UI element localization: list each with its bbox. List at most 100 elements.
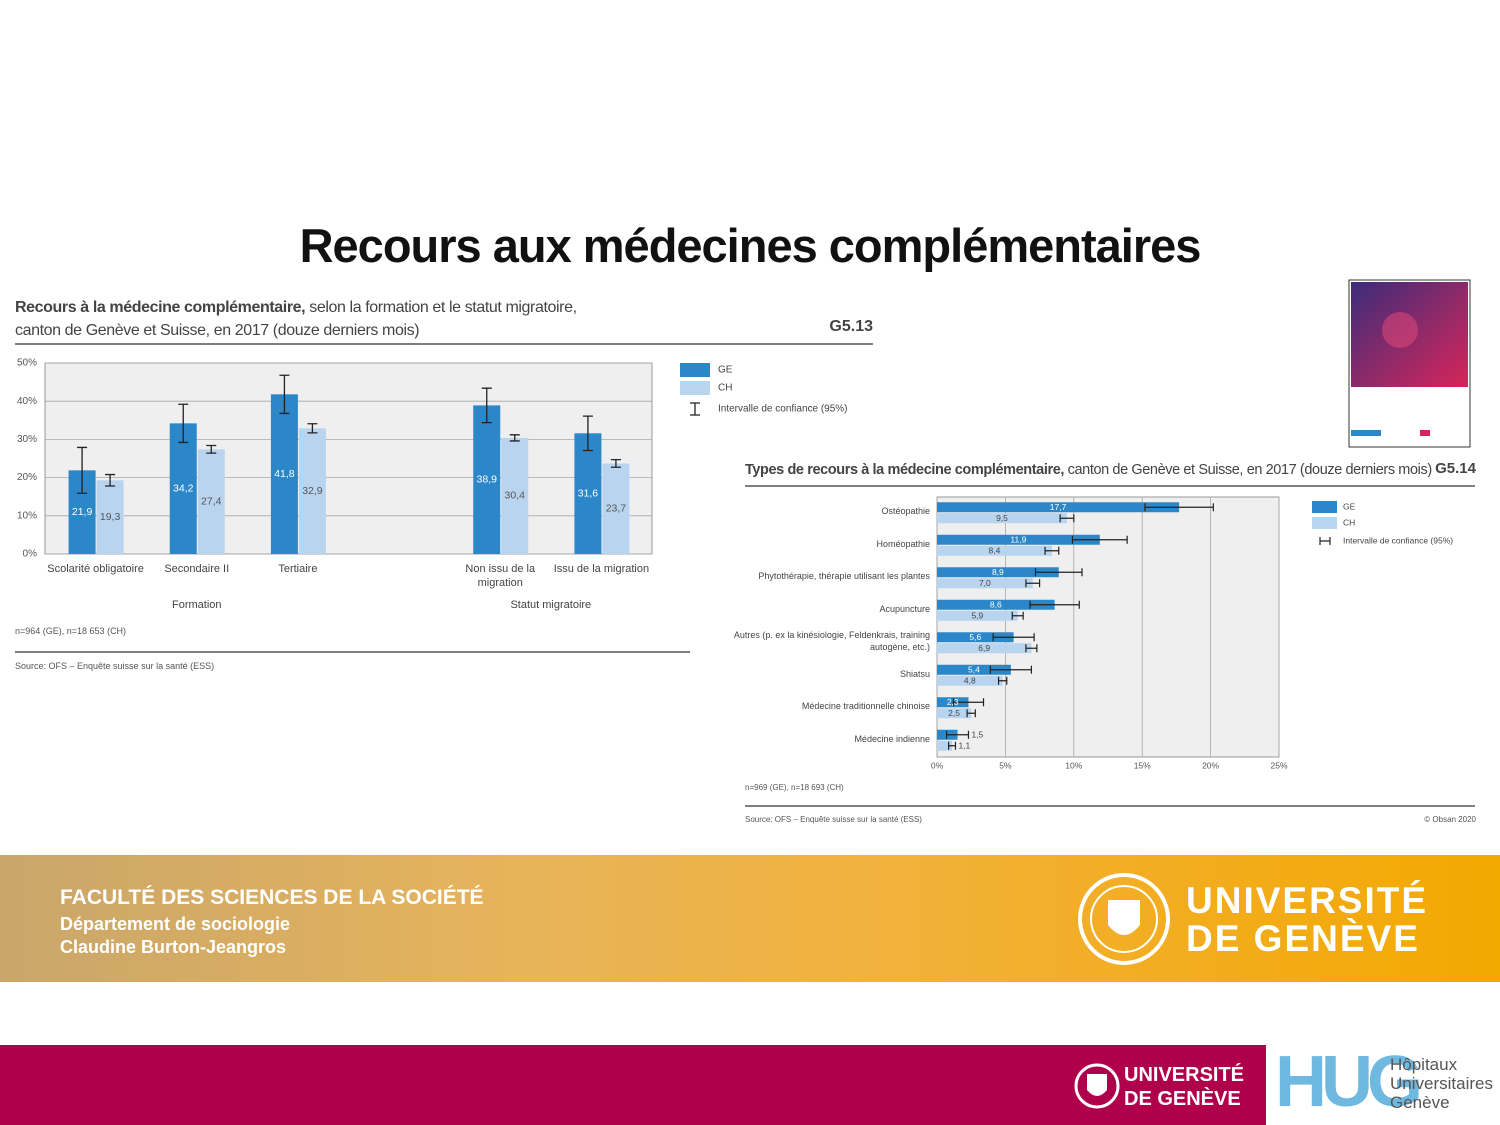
- value-label: 30,4: [505, 490, 526, 502]
- error-bar: [1025, 644, 1038, 653]
- value-label: 5,6: [969, 632, 981, 642]
- error-bar: [1144, 503, 1214, 512]
- x-tick-label: 15%: [1134, 760, 1151, 770]
- unige-emblem: [1108, 900, 1140, 935]
- legend-swatch: [680, 363, 710, 377]
- value-label: 6,9: [978, 643, 990, 653]
- error-bar: [992, 633, 1035, 642]
- cover-logo: [1420, 430, 1430, 436]
- x-tick-label: Tertiaire: [278, 563, 318, 575]
- value-label: 1,5: [971, 730, 983, 740]
- value-label: 7,0: [979, 578, 991, 588]
- error-bar: [307, 423, 318, 434]
- chart-code: G5.14: [1435, 460, 1476, 477]
- slide-title: Recours aux médecines complémentaires: [299, 219, 1202, 272]
- value-label: 38,9: [477, 473, 498, 485]
- value-label: 4,8: [964, 676, 976, 686]
- unige-emblem: [1090, 885, 1158, 953]
- y-tick-label: Médecine indienne: [854, 733, 930, 744]
- logo-line: UNIVERSITÉ: [1124, 1064, 1245, 1086]
- chart-copyright: © Obsan 2020: [1424, 815, 1476, 824]
- chart-subtitle: selon la formation et le statut migratoi…: [15, 299, 577, 339]
- legend-swatch: [1312, 501, 1337, 513]
- bar: [169, 423, 197, 554]
- chart-code: G5.13: [829, 318, 873, 335]
- bar: [937, 534, 1100, 545]
- error-bar: [948, 741, 957, 750]
- value-label: 5,4: [968, 665, 980, 675]
- bar: [937, 632, 1014, 643]
- unige-emblem: [1078, 873, 1170, 965]
- error-bar: [582, 415, 593, 452]
- unige-logo-text: UNIVERSITÉ DE GENÈVE: [1186, 882, 1428, 958]
- bar: [96, 480, 124, 554]
- y-tick-label: 20%: [17, 472, 37, 483]
- logo-line: UNIVERSITÉ: [1186, 880, 1429, 921]
- hug-line: Hôpitaux: [1390, 1055, 1458, 1074]
- legend-label: Intervalle de confiance (95%): [1343, 535, 1453, 545]
- error-bar: [1044, 546, 1060, 555]
- x-tick-label: Secondaire II: [164, 563, 230, 575]
- chart-note: n=964 (GE), n=18 653 (CH): [15, 626, 127, 636]
- bar: [937, 740, 953, 751]
- value-label: 41,8: [274, 468, 295, 480]
- x-tick-label: 20%: [1202, 760, 1219, 770]
- bar: [937, 545, 1052, 556]
- plot-area: [44, 362, 653, 555]
- hug-name: Hôpitaux Universitaires Genève: [1390, 1055, 1493, 1112]
- bar: [937, 578, 1033, 589]
- error-bar: [279, 374, 290, 415]
- banner-faculty: FACULTÉ DES SCIENCES DE LA SOCIÉTÉ: [60, 886, 484, 909]
- value-label: 34,2: [173, 482, 194, 494]
- y-tick-label: Ostéopathie: [881, 506, 930, 517]
- error-bar: [610, 458, 621, 468]
- chart-source: Source: OFS – Enquête suisse sur la sant…: [745, 815, 922, 824]
- cover-logo: [1351, 430, 1381, 436]
- value-label: 19,3: [100, 511, 121, 523]
- bar: [937, 567, 1059, 578]
- bar: [937, 610, 1018, 621]
- x-tick-label: 5%: [999, 760, 1012, 770]
- error-bar: [945, 730, 970, 739]
- chart-note: n=969 (GE), n=18 693 (CH): [745, 783, 844, 792]
- value-label: 1,1: [958, 741, 970, 751]
- x-tick-label: Non issu de la migration: [465, 563, 536, 589]
- hug-logo: HUG: [1275, 1042, 1423, 1122]
- chart-title: Types de recours à la médecine complémen…: [745, 460, 1435, 480]
- value-label: 8,6: [990, 600, 1002, 610]
- y-tick-label: 30%: [17, 434, 37, 445]
- x-tick-label: 0%: [931, 760, 944, 770]
- logo-line: DE GENÈVE: [1186, 918, 1420, 959]
- value-label: 31,6: [578, 487, 599, 499]
- x-tick-label: 10%: [1065, 760, 1082, 770]
- bar: [937, 708, 972, 719]
- error-bar: [105, 473, 116, 487]
- legend-ci-icon: [1319, 537, 1331, 545]
- value-label: 2,3: [947, 697, 959, 707]
- hug-line: Universitaires: [1390, 1074, 1493, 1093]
- y-tick-label: 0%: [23, 549, 38, 560]
- chart-source: Source: OFS – Enquête suisse sur la sant…: [15, 661, 215, 671]
- x-tick-label: 25%: [1270, 760, 1287, 770]
- error-bar: [966, 709, 976, 718]
- value-label: 17,7: [1050, 502, 1067, 512]
- error-bar: [509, 434, 520, 442]
- chart-title-bold: Recours à la médecine complémentaire,: [15, 299, 306, 316]
- legend-ci-icon: [690, 402, 700, 416]
- value-label: 8,4: [989, 546, 1001, 556]
- bar: [602, 463, 630, 554]
- error-bar: [206, 444, 217, 454]
- y-tick-label: 40%: [17, 396, 37, 407]
- chart-title-bold: Types de recours à la médecine complémen…: [745, 462, 1065, 478]
- bar: [574, 433, 602, 554]
- error-bar: [481, 387, 492, 424]
- x-tick-label: Issu de la migration: [553, 563, 650, 575]
- bar: [937, 697, 969, 708]
- cover-decoration: [1382, 312, 1418, 348]
- bar: [937, 513, 1067, 524]
- banner-author: Claudine Burton-Jeangros: [60, 937, 287, 957]
- legend-swatch: [680, 381, 710, 395]
- y-tick-label: Acupuncture: [879, 603, 930, 614]
- bar: [298, 428, 326, 554]
